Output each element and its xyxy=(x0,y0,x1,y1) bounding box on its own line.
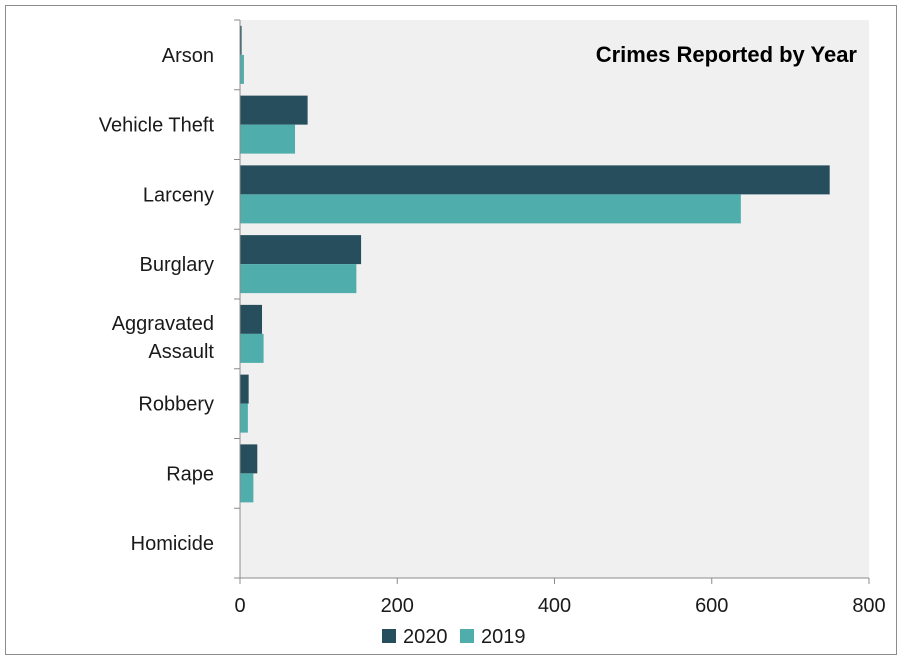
category-label-line: Assault xyxy=(148,341,214,363)
chart-title: Crimes Reported by Year xyxy=(596,42,858,67)
legend-swatch-2019 xyxy=(460,629,474,643)
bar-2019-vehicle-theft xyxy=(240,124,296,154)
bar-2019-robbery xyxy=(240,403,248,433)
bar-2020-aggravated-assault xyxy=(240,304,263,334)
x-tick-label: 400 xyxy=(538,595,571,617)
bar-2020-arson xyxy=(240,25,242,55)
bar-2019-burglary xyxy=(240,264,357,294)
category-label: Arson xyxy=(162,45,214,67)
bar-2019-rape xyxy=(240,473,254,503)
bar-2019-arson xyxy=(240,54,244,84)
legend-label-2020: 2020 xyxy=(403,626,448,648)
category-label: Aggravated Assault xyxy=(112,313,215,363)
bar-2020-burglary xyxy=(240,235,362,265)
category-label: Larceny xyxy=(143,184,214,206)
category-label: Robbery xyxy=(138,394,214,416)
bar-2019-larceny xyxy=(240,194,741,224)
x-tick-label: 200 xyxy=(381,595,414,617)
legend-swatch-2020 xyxy=(382,629,396,643)
category-label: Burglary xyxy=(140,254,214,276)
category-label: Homicide xyxy=(131,533,214,555)
x-tick-label: 600 xyxy=(695,595,728,617)
plot-area xyxy=(240,20,869,578)
bar-2020-rape xyxy=(240,444,258,474)
x-tick-label: 800 xyxy=(852,595,885,617)
bar-2020-robbery xyxy=(240,374,249,404)
category-label: Vehicle Theft xyxy=(99,115,215,137)
bar-2020-larceny xyxy=(240,165,830,195)
bar-2019-aggravated-assault xyxy=(240,333,264,363)
bar-2020-vehicle-theft xyxy=(240,95,308,125)
x-tick-label: 0 xyxy=(234,595,245,617)
category-label: Rape xyxy=(166,463,214,485)
category-label-line: Aggravated xyxy=(112,313,214,335)
legend-label-2019: 2019 xyxy=(481,626,526,648)
